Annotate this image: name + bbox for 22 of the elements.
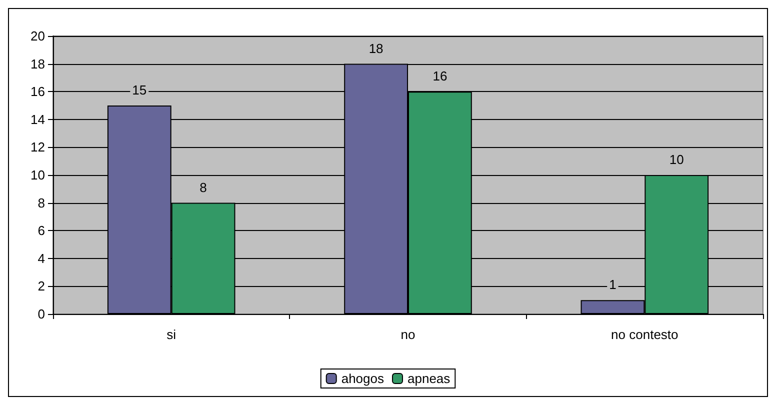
y-tick-label: 4 bbox=[38, 250, 45, 266]
y-tick-label: 8 bbox=[38, 195, 45, 210]
legend-label: apneas bbox=[408, 371, 451, 386]
x-tick-label: si bbox=[166, 327, 176, 342]
y-tick-label: 6 bbox=[38, 223, 45, 238]
data-label: 10 bbox=[669, 152, 684, 167]
y-tick-label: 12 bbox=[30, 140, 45, 155]
data-label: 1 bbox=[609, 277, 616, 292]
y-tick-label: 18 bbox=[30, 56, 45, 72]
y-tick-label: 14 bbox=[30, 112, 45, 127]
data-label: 16 bbox=[432, 68, 448, 84]
y-tick-label: 16 bbox=[30, 84, 45, 100]
data-label: 15 bbox=[132, 82, 147, 98]
y-tick-label: 20 bbox=[30, 28, 45, 44]
legend-label: ahogos bbox=[341, 371, 384, 386]
x-tick-label: no contesto bbox=[611, 327, 678, 342]
data-label: 18 bbox=[368, 40, 384, 56]
y-tick-label: 10 bbox=[30, 168, 45, 182]
y-tick-label: 2 bbox=[38, 278, 45, 294]
y-tick-label: 0 bbox=[38, 306, 45, 322]
data-label: 8 bbox=[200, 180, 207, 195]
x-tick-label: no bbox=[400, 327, 416, 342]
